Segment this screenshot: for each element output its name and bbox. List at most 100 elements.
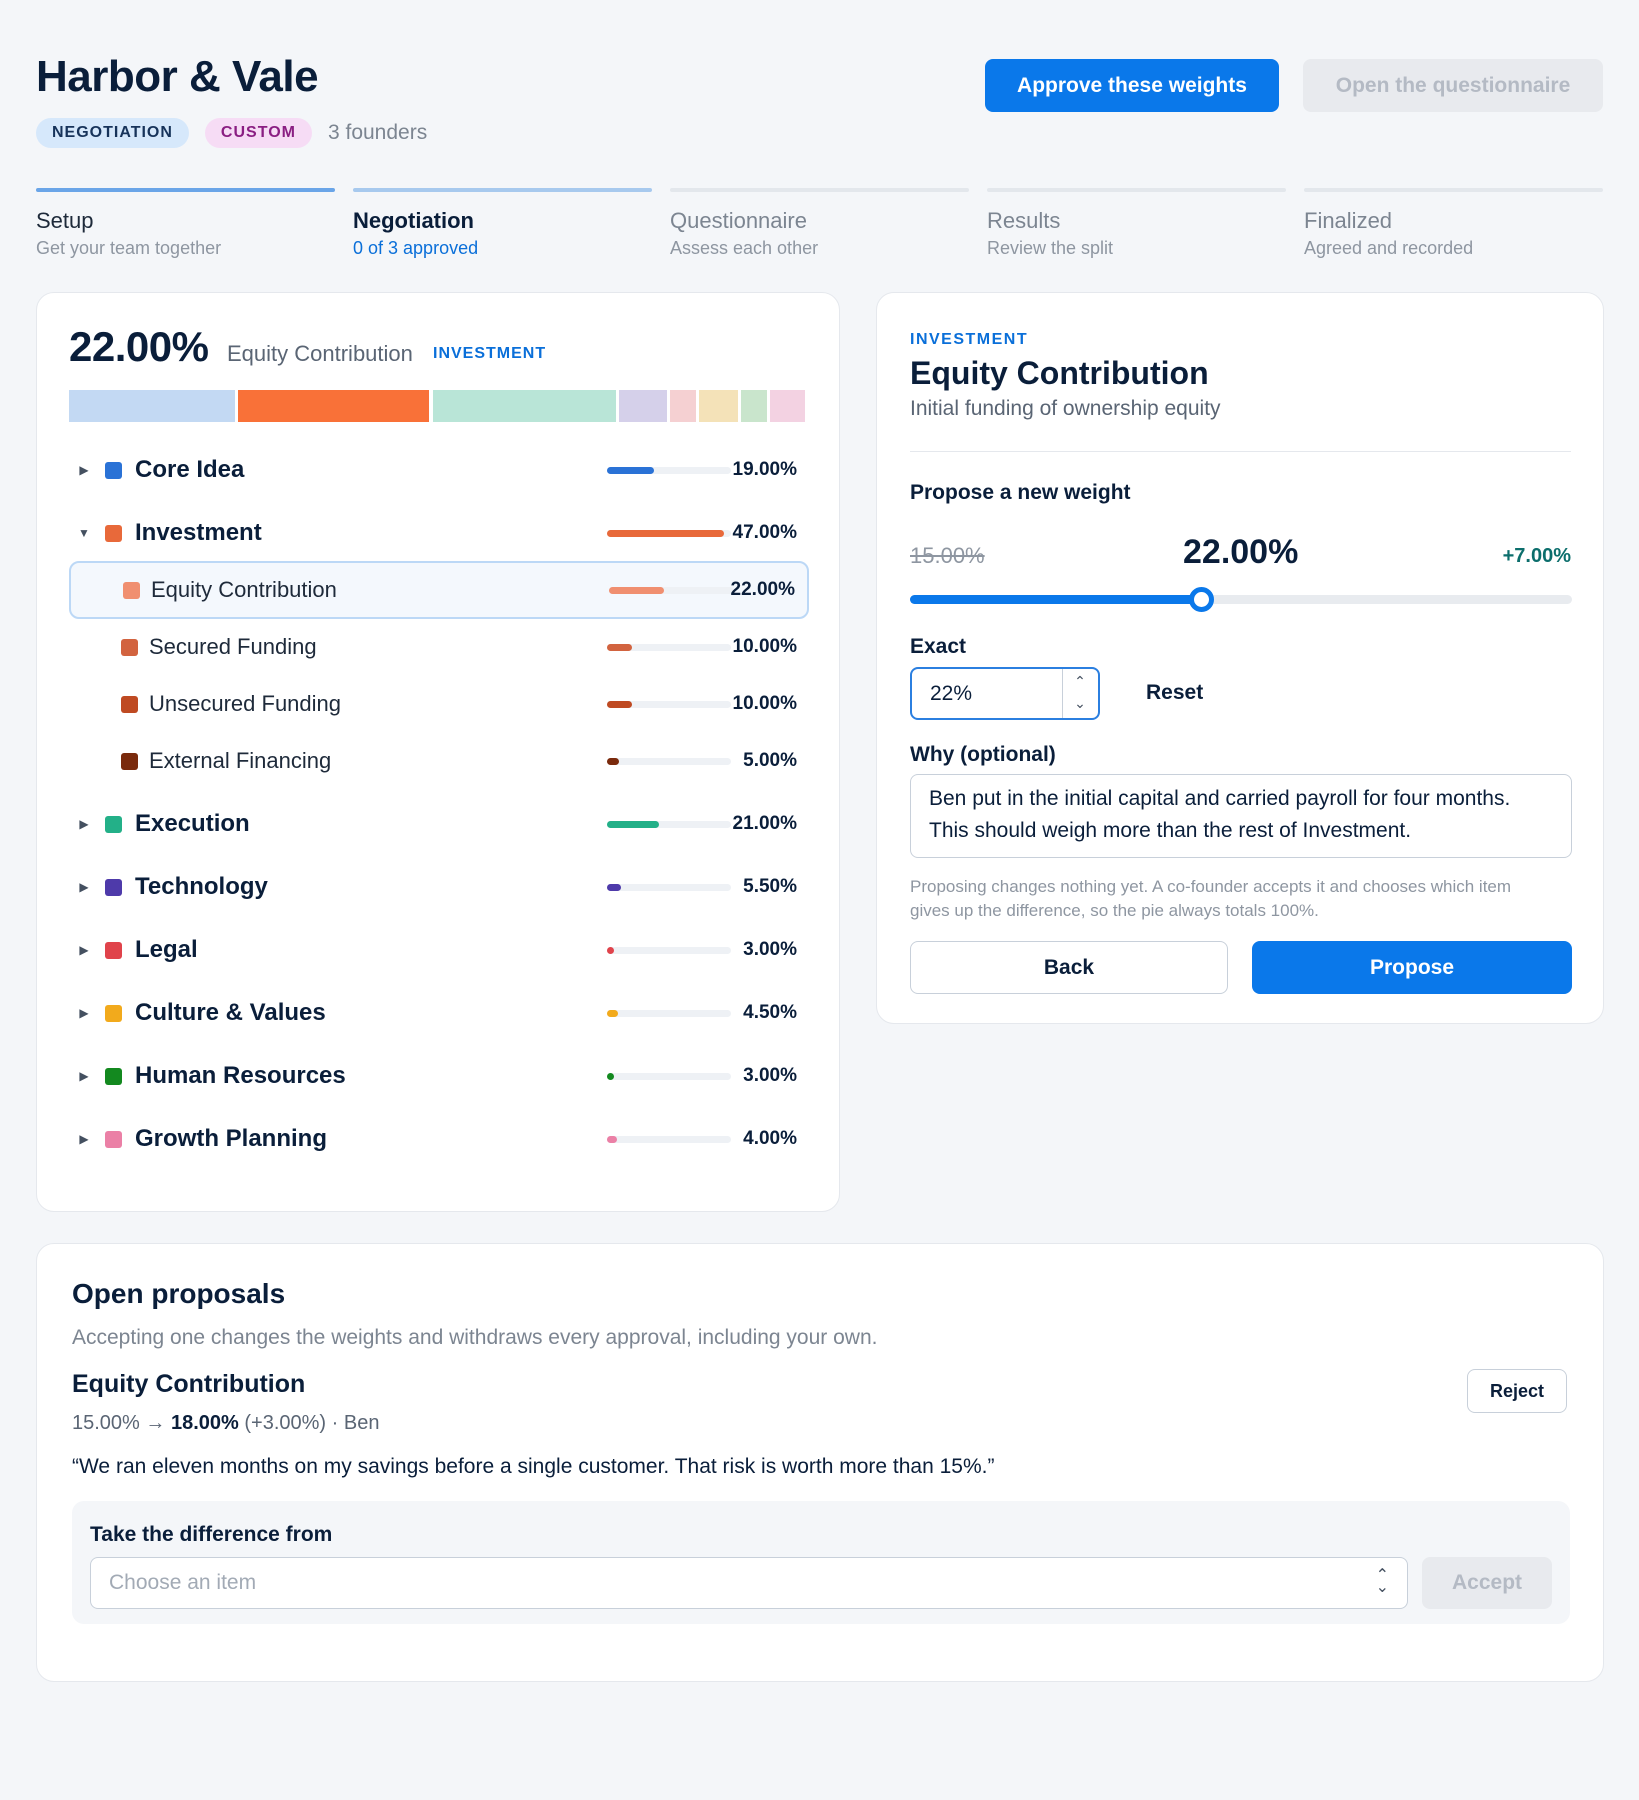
divider (910, 451, 1571, 452)
weights-card: 22.00% Equity Contribution INVESTMENT ▶ C… (36, 292, 840, 1212)
exact-weight-input[interactable]: 22% ⌃ ⌄ (910, 667, 1100, 720)
composition-segment[interactable] (740, 390, 768, 422)
editor-description: Initial funding of ownership equity (910, 397, 1221, 420)
reset-button[interactable]: Reset (1146, 681, 1204, 704)
step-results[interactable]: Results Review the split (987, 188, 1286, 259)
slider-handle[interactable] (1189, 587, 1215, 612)
row-value: 3.00% (743, 939, 797, 960)
step-subtitle: Review the split (987, 238, 1114, 258)
new-weight: 22.00% (1183, 533, 1299, 571)
proposals-title: Open proposals (72, 1278, 286, 1309)
propose-button[interactable]: Propose (1252, 941, 1572, 994)
step-setup[interactable]: Setup Get your team together (36, 188, 335, 259)
weight-bar (607, 1072, 731, 1080)
page-title: Harbor & Vale (36, 52, 319, 101)
category-row[interactable]: ▶ Growth Planning 4.00% (69, 1110, 809, 1168)
composition-segment[interactable] (618, 390, 667, 422)
item-row[interactable]: Secured Funding 10.00% (69, 618, 809, 676)
composition-segment[interactable] (698, 390, 738, 422)
color-swatch (105, 1130, 122, 1148)
row-label: Human Resources (135, 1062, 346, 1089)
row-value: 22.00% (730, 579, 795, 600)
weight-bar (607, 946, 731, 954)
step-bar (987, 188, 1286, 192)
item-row[interactable]: Equity Contribution 22.00% (69, 561, 809, 619)
composition-segment[interactable] (669, 390, 696, 422)
caret-right-icon[interactable]: ▶ (79, 1069, 89, 1083)
open-proposals-card: Open proposals Accepting one changes the… (36, 1243, 1604, 1682)
chevron-down-icon[interactable]: ⌄ (1074, 695, 1086, 711)
approve-weights-button[interactable]: Approve these weights (985, 59, 1279, 112)
composition-segment[interactable] (432, 390, 616, 422)
progress-stepper: Setup Get your team together Negotiation… (36, 188, 1603, 259)
category-row[interactable]: ▶ Human Resources 3.00% (69, 1047, 809, 1105)
category-row[interactable]: ▶ Core Idea 19.00% (69, 441, 809, 499)
color-swatch (105, 524, 122, 542)
step-questionnaire[interactable]: Questionnaire Assess each other (670, 188, 969, 259)
composition-segment[interactable] (770, 390, 805, 422)
editor-category: INVESTMENT (910, 331, 1029, 348)
take-difference-select[interactable]: Choose an item ⌃ ⌄ (90, 1557, 1408, 1609)
composition-bar (69, 390, 805, 422)
step-negotiation[interactable]: Negotiation 0 of 3 approved (353, 188, 652, 259)
composition-segment[interactable] (237, 390, 430, 422)
step-finalized[interactable]: Finalized Agreed and recorded (1304, 188, 1603, 259)
why-label: Why (optional) (910, 743, 1056, 766)
accept-button[interactable]: Accept (1422, 1557, 1552, 1609)
row-label: External Financing (149, 748, 332, 773)
caret-right-icon[interactable]: ▶ (79, 817, 89, 831)
exact-weight-value: 22% (930, 682, 973, 705)
founders-count: 3 founders (327, 121, 428, 144)
row-value: 5.50% (743, 876, 797, 897)
weight-delta: +7.00% (1502, 545, 1571, 567)
caret-down-icon[interactable]: ▼ (78, 526, 90, 540)
category-row[interactable]: ▶ Technology 5.50% (69, 858, 809, 916)
weight-bar-fill (607, 1135, 617, 1143)
helper-note: Proposing changes nothing yet. A co-foun… (910, 877, 1512, 920)
back-button[interactable]: Back (910, 941, 1228, 994)
step-title: Questionnaire (670, 208, 807, 233)
item-row[interactable]: External Financing 5.00% (69, 732, 809, 790)
composition-segment[interactable] (69, 390, 235, 422)
weight-bar-fill (607, 946, 615, 954)
caret-right-icon[interactable]: ▶ (79, 880, 89, 894)
step-title: Setup (36, 208, 94, 233)
arrow-right-icon: → (145, 1412, 166, 1434)
type-badge: CUSTOM (204, 118, 312, 148)
page-header: Harbor & Vale NEGOTIATION CUSTOM 3 found… (36, 52, 1603, 162)
color-swatch (121, 695, 138, 713)
weight-bar-fill (607, 757, 620, 765)
category-row[interactable]: ▶ Culture & Values 4.50% (69, 984, 809, 1042)
caret-right-icon[interactable]: ▶ (79, 943, 89, 957)
proposal-quote: “We ran eleven months on my savings befo… (72, 1455, 995, 1478)
chevron-up-icon[interactable]: ⌃ (1074, 673, 1086, 689)
header-tags: NEGOTIATION CUSTOM 3 founders (36, 118, 427, 148)
mode-badge: NEGOTIATION (36, 118, 189, 148)
category-row[interactable]: ▶ Execution 21.00% (69, 795, 809, 853)
caret-right-icon[interactable]: ▶ (79, 1006, 89, 1020)
reject-button[interactable]: Reject (1467, 1369, 1567, 1413)
take-difference-panel: Take the difference from Choose an item … (72, 1501, 1570, 1624)
color-swatch (105, 815, 122, 833)
step-subtitle: Agreed and recorded (1304, 238, 1474, 258)
row-label: Equity Contribution (151, 577, 337, 602)
exact-label: Exact (910, 635, 967, 658)
step-title: Finalized (1304, 208, 1393, 233)
weight-slider[interactable] (910, 587, 1572, 612)
proposal-to: 18.00% (170, 1412, 239, 1434)
row-value: 10.00% (732, 693, 797, 714)
selected-category: INVESTMENT (433, 345, 547, 362)
caret-right-icon[interactable]: ▶ (79, 1132, 89, 1146)
row-label: Execution (135, 810, 250, 837)
row-value: 5.00% (743, 750, 797, 771)
why-textarea[interactable]: Ben put in the initial capital and carri… (910, 774, 1572, 858)
step-title: Results (987, 208, 1061, 233)
category-row[interactable]: ▼ Investment 47.00% (69, 504, 809, 562)
weight-bar (607, 466, 731, 474)
category-row[interactable]: ▶ Legal 3.00% (69, 921, 809, 979)
weight-bar-fill (607, 820, 660, 828)
open-questionnaire-button[interactable]: Open the questionnaire (1303, 59, 1603, 112)
take-difference-label: Take the difference from (90, 1523, 333, 1546)
caret-right-icon[interactable]: ▶ (79, 463, 89, 477)
item-row[interactable]: Unsecured Funding 10.00% (69, 675, 809, 733)
